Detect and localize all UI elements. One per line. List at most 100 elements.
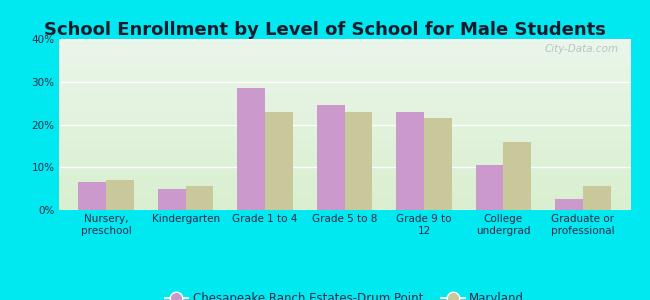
Text: City-Data.com: City-Data.com: [545, 44, 619, 54]
Bar: [58, 203, 630, 205]
Bar: [344, 112, 372, 210]
Bar: [58, 58, 630, 59]
Bar: [424, 118, 452, 210]
Bar: [58, 152, 630, 154]
Bar: [58, 136, 630, 138]
Bar: [58, 162, 630, 164]
Bar: [58, 191, 630, 193]
Bar: [58, 100, 630, 102]
Bar: [58, 116, 630, 118]
Bar: [58, 88, 630, 90]
Bar: [58, 85, 630, 87]
Bar: [58, 159, 630, 161]
Bar: [58, 73, 630, 75]
Bar: [58, 39, 630, 41]
Bar: [58, 166, 630, 167]
Bar: [58, 80, 630, 82]
Bar: [58, 51, 630, 53]
Bar: [58, 109, 630, 111]
Bar: [58, 208, 630, 210]
Bar: [58, 186, 630, 188]
Bar: [58, 83, 630, 85]
Bar: [58, 148, 630, 150]
Bar: [58, 157, 630, 159]
Bar: [58, 65, 630, 66]
Bar: [58, 63, 630, 65]
Bar: [58, 130, 630, 131]
Bar: [476, 165, 503, 210]
Bar: [58, 160, 630, 162]
Bar: [58, 133, 630, 135]
Bar: [58, 140, 630, 142]
Bar: [58, 46, 630, 48]
Bar: [58, 128, 630, 130]
Bar: [58, 126, 630, 128]
Bar: [58, 61, 630, 63]
Bar: [58, 119, 630, 121]
Bar: [58, 92, 630, 94]
Bar: [58, 169, 630, 171]
Bar: [583, 187, 610, 210]
Bar: [58, 114, 630, 116]
Bar: [58, 48, 630, 49]
Bar: [58, 147, 630, 148]
Bar: [58, 174, 630, 176]
Bar: [58, 68, 630, 70]
Bar: [58, 124, 630, 126]
Bar: [58, 112, 630, 114]
Bar: [58, 171, 630, 172]
Bar: [58, 71, 630, 73]
Bar: [58, 87, 630, 88]
Bar: [58, 49, 630, 51]
Bar: [58, 56, 630, 58]
Bar: [58, 207, 630, 208]
Bar: [58, 205, 630, 207]
Bar: [58, 70, 630, 71]
Bar: [58, 188, 630, 190]
Bar: [106, 180, 134, 210]
Bar: [58, 111, 630, 112]
Bar: [79, 182, 106, 210]
Bar: [58, 94, 630, 95]
Bar: [58, 142, 630, 143]
Bar: [58, 176, 630, 178]
Bar: [158, 189, 186, 210]
Bar: [58, 78, 630, 80]
Bar: [503, 142, 531, 210]
Bar: [58, 135, 630, 137]
Bar: [58, 104, 630, 106]
Bar: [237, 88, 265, 210]
Bar: [58, 59, 630, 61]
Bar: [58, 164, 630, 166]
Bar: [58, 90, 630, 92]
Bar: [396, 112, 424, 210]
Bar: [58, 99, 630, 100]
Bar: [58, 184, 630, 186]
Bar: [58, 82, 630, 83]
Bar: [58, 95, 630, 97]
Bar: [58, 66, 630, 68]
Bar: [58, 53, 630, 54]
Bar: [58, 193, 630, 195]
Text: School Enrollment by Level of School for Male Students: School Enrollment by Level of School for…: [44, 21, 606, 39]
Bar: [58, 41, 630, 42]
Bar: [555, 199, 583, 210]
Bar: [58, 183, 630, 184]
Bar: [58, 123, 630, 124]
Bar: [58, 138, 630, 140]
Bar: [317, 105, 345, 210]
Bar: [58, 181, 630, 183]
Bar: [58, 198, 630, 200]
Bar: [58, 54, 630, 56]
Bar: [58, 155, 630, 157]
Bar: [58, 106, 630, 107]
Bar: [58, 196, 630, 198]
Bar: [58, 179, 630, 181]
Bar: [58, 195, 630, 196]
Bar: [58, 107, 630, 109]
Bar: [58, 150, 630, 152]
Bar: [58, 143, 630, 145]
Bar: [58, 172, 630, 174]
Bar: [265, 112, 293, 210]
Bar: [58, 121, 630, 123]
